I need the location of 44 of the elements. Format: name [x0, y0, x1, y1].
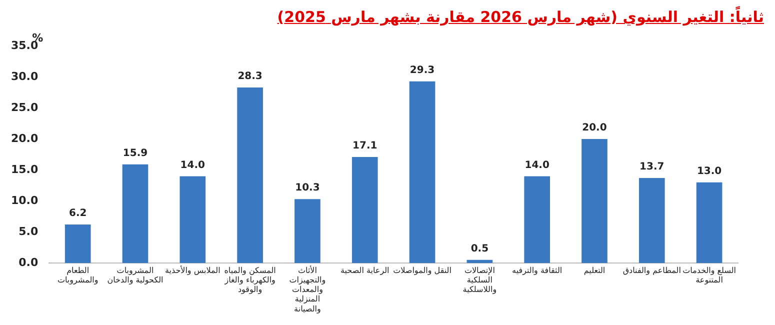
x-tick-label: الرعاية الصحية — [340, 266, 390, 275]
bar — [638, 178, 665, 263]
data-label: 15.9 — [122, 148, 148, 160]
data-label: 0.5 — [470, 243, 489, 254]
data-label: 17.1 — [352, 140, 378, 152]
x-tick-label: الإتصالات السلكية واللاسلكية — [462, 266, 497, 294]
x-tick-label: النقل والمواصلات — [393, 266, 452, 275]
y-tick-label: 15.0 — [11, 162, 38, 176]
bar — [409, 81, 436, 263]
data-label: 14.0 — [524, 160, 550, 171]
x-tick-label: المطاعم والفنادق — [622, 266, 681, 275]
bar — [122, 164, 148, 263]
data-label: 10.3 — [295, 182, 320, 194]
bar — [696, 182, 722, 263]
bar — [64, 224, 91, 263]
y-tick-label: 10.0 — [11, 194, 38, 207]
bar — [582, 139, 608, 263]
x-tick-label: المسكن والمياه والكهرباء والغاز والوقود — [224, 266, 276, 294]
x-tick-label: الأثاث والتجهيزات والمعدات المنزلية والصيانة — [289, 264, 326, 314]
x-tick-label: السلع والخدمات المتنوعة — [682, 266, 736, 284]
y-tick-label: 20.0 — [11, 132, 38, 145]
x-tick-label: التعليم — [584, 266, 606, 275]
y-tick-label: 5.0 — [18, 224, 38, 238]
data-label: 29.3 — [410, 64, 435, 76]
x-tick-label: الثقافة والترفيه — [512, 266, 562, 275]
data-label: 6.2 — [68, 208, 87, 220]
bar — [466, 260, 493, 263]
data-label: 13.0 — [696, 166, 722, 177]
data-label: 13.7 — [640, 162, 664, 173]
data-label: 14.0 — [180, 160, 206, 171]
y-tick-label: 30.0 — [11, 70, 38, 83]
data-label: 20.0 — [582, 122, 607, 134]
x-tick-label: المشروبات الكحولية والدخان — [107, 266, 164, 284]
x-tick-label: الطعام والمشروبات — [57, 266, 98, 284]
bar — [294, 199, 320, 263]
x-tick-label: الملابس والأحذية — [164, 264, 220, 275]
y-tick-label: 0.0 — [18, 256, 38, 269]
chart-title: ثانياً: التغير السنوي (شهر مارس 2026 مقارنة بشهر مارس 2025) — [276, 8, 765, 28]
bar — [180, 176, 206, 263]
bar — [352, 156, 378, 263]
y-tick-label: 25.0 — [11, 100, 38, 114]
data-label: 28.3 — [238, 71, 262, 82]
bar — [237, 88, 263, 263]
bar — [524, 176, 550, 263]
